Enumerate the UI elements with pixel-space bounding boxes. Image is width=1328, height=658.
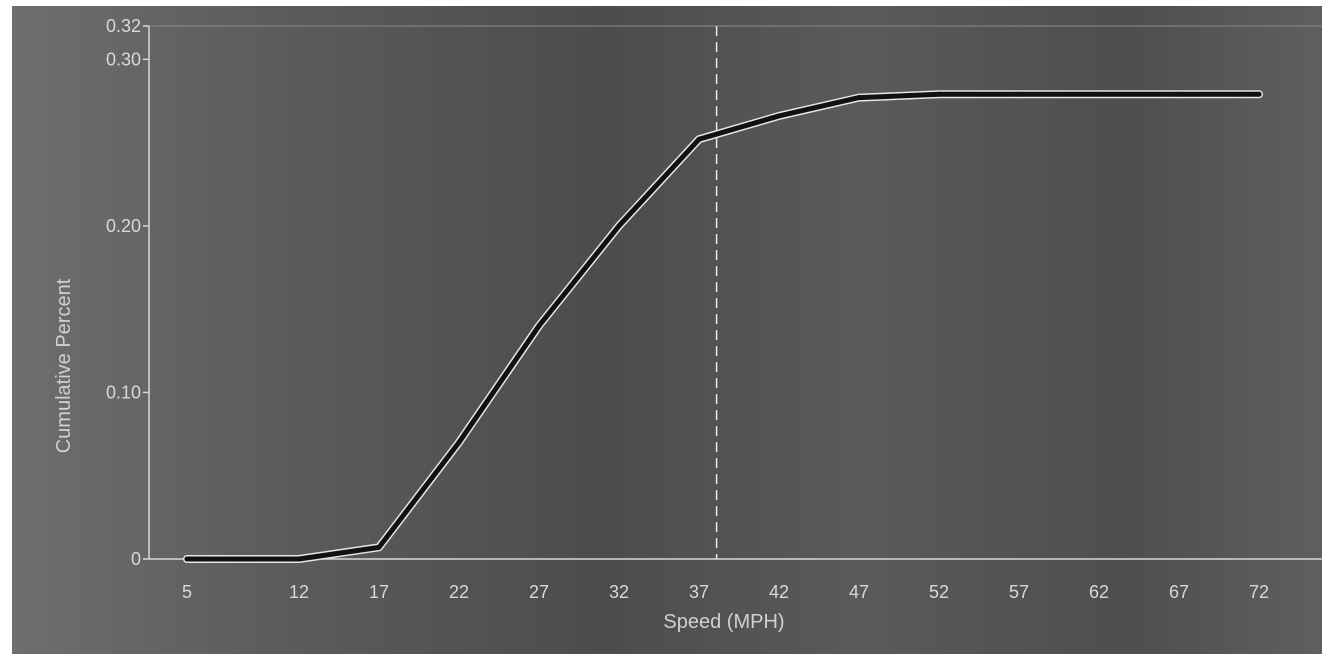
- data-point: [185, 557, 190, 562]
- x-tick-label: 42: [769, 582, 789, 602]
- x-tick-label: 32: [609, 582, 629, 602]
- x-tick-label: 5: [182, 582, 192, 602]
- data-point: [937, 92, 942, 97]
- x-tick-label: 22: [449, 582, 469, 602]
- data-point: [1097, 92, 1102, 97]
- data-point: [857, 95, 862, 100]
- y-tick-label: 0.10: [106, 382, 141, 402]
- x-axis-title: Speed (MPH): [663, 611, 784, 633]
- y-tick-label: 0.30: [106, 49, 141, 69]
- data-point: [617, 223, 622, 228]
- y-tick-label: 0.20: [106, 216, 141, 236]
- data-point: [297, 557, 302, 562]
- series-line-halo: [187, 94, 1259, 559]
- data-point: [377, 545, 382, 550]
- y-axis-title: Cumulative Percent: [53, 278, 75, 453]
- data-point: [777, 113, 782, 118]
- y-tick-label: 0.32: [106, 16, 141, 36]
- x-tick-label: 57: [1009, 582, 1029, 602]
- series-line: [187, 94, 1259, 559]
- x-tick-label: 27: [529, 582, 549, 602]
- x-tick-label: 72: [1249, 582, 1269, 602]
- data-point: [457, 440, 462, 445]
- x-tick-label: 47: [849, 582, 869, 602]
- x-tick-label: 12: [289, 582, 309, 602]
- x-tick-label: 52: [929, 582, 949, 602]
- cumulative-speed-chart: Cumulative Percent Speed (MPH) 0 0.10 0.20…: [12, 6, 1322, 654]
- data-point: [1177, 92, 1182, 97]
- x-tick-label: 62: [1089, 582, 1109, 602]
- y-tick-label: 0: [131, 549, 141, 569]
- data-point: [537, 323, 542, 328]
- data-point: [1017, 92, 1022, 97]
- data-point: [697, 137, 702, 142]
- chart-frame: Cumulative Percent Speed (MPH) 0 0.10 0.20…: [12, 6, 1322, 654]
- data-point: [1257, 92, 1262, 97]
- x-tick-label: 17: [369, 582, 389, 602]
- x-tick-label: 37: [689, 582, 709, 602]
- x-tick-label: 67: [1169, 582, 1189, 602]
